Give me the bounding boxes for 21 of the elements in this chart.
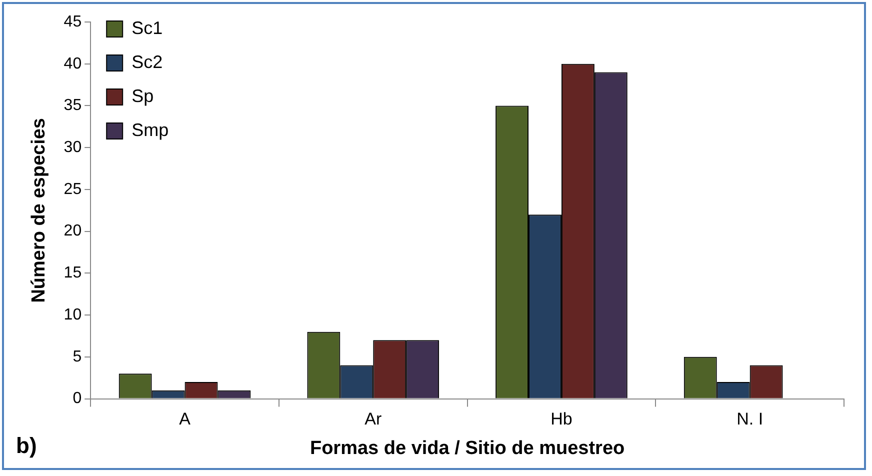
y-tick-label: 40	[64, 55, 82, 72]
x-tick-label: A	[179, 410, 192, 429]
y-tick-label: 15	[64, 264, 82, 282]
y-tick-label: 10	[64, 306, 82, 324]
y-tick-label: 20	[64, 222, 82, 240]
legend-label: Sc2	[132, 52, 163, 72]
legend-label: Smp	[132, 120, 169, 140]
text: b)	[16, 433, 37, 458]
y-tick-label: 5	[72, 348, 82, 366]
legend-label: Sc1	[132, 18, 163, 38]
x-tick-label: Ar	[364, 410, 382, 429]
x-axis-title: Formas de vida / Sitio de muestreo	[310, 438, 625, 459]
y-axis-title: Número de especies	[28, 118, 50, 303]
y-tick-label: 35	[64, 97, 82, 114]
x-tick-label: Hb	[550, 410, 572, 429]
y-tick-label: 25	[64, 180, 82, 198]
y-tick-label: 45	[64, 13, 82, 30]
x-tick-label: N. I	[736, 410, 764, 429]
legend-label: Sp	[132, 86, 154, 106]
y-tick-label: 0	[72, 390, 82, 408]
y-tick-label: 30	[64, 139, 82, 156]
